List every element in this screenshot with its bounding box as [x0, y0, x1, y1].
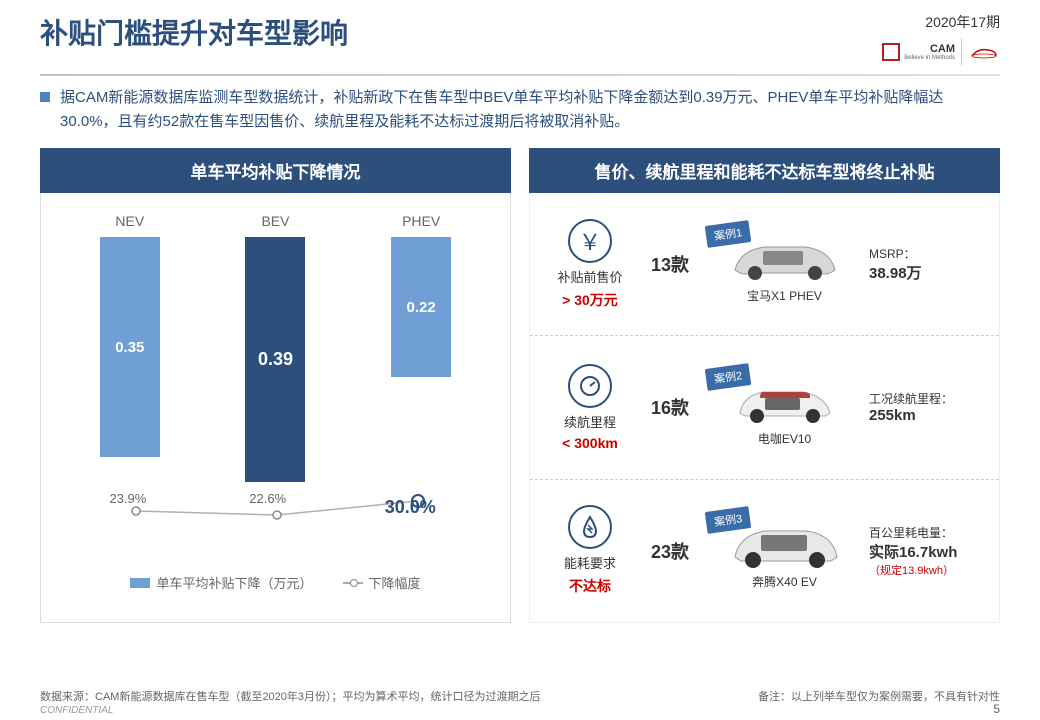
line-pct-nev: 23.9% [109, 491, 146, 506]
spec-label: 工况续航里程： [869, 390, 989, 407]
case-row-energy: 能耗要求 不达标 23款 案例3 奔腾X40 EV 百公里耗电量： 实际16.7… [530, 480, 999, 622]
period-label: 2020年17期 [882, 12, 1000, 32]
icon-label: 续航里程 [564, 412, 616, 431]
footer-note: 备注：以上列举车型仅为案例需要，不具有针对性 [758, 688, 1000, 704]
chart-legend: 单车平均补贴下降（万元） 下降幅度 [57, 573, 494, 592]
bullet-icon [40, 92, 50, 102]
description-text: 据CAM新能源数据库监测车型数据统计，补贴新政下在售车型中BEV单车平均补贴下降… [60, 86, 1000, 134]
line-pct-bev: 22.6% [249, 491, 286, 506]
cam-logo: CAM Believe in Methods [882, 43, 955, 61]
header: 补贴门槛提升对车型影响 2020年17期 CAM Believe in Meth… [0, 0, 1040, 74]
threshold: 不达标 [569, 576, 611, 596]
icon-col: 续航里程 < 300km [540, 364, 640, 451]
car-col: 案例3 奔腾X40 EV [700, 511, 869, 590]
car-name: 电咖EV10 [758, 430, 811, 447]
bar-label: BEV [261, 213, 289, 229]
title-underline [40, 74, 1000, 76]
bar-bev: 0.39 [245, 237, 305, 482]
car-name: 宝马X1 PHEV [747, 287, 822, 304]
cam-logo-icon [882, 43, 900, 61]
bars-row: NEV 0.35 BEV 0.39 PHEV 0.22 23.9% [57, 213, 494, 533]
icon-col: 能耗要求 不达标 [540, 505, 640, 596]
footer-source: 数据来源：CAM新能源数据库在售车型（截至2020年3月份）；平均为算术平均，统… [40, 688, 541, 704]
icon-label: 能耗要求 [564, 553, 616, 572]
bar-group-nev: NEV 0.35 [58, 213, 202, 457]
car-col: 案例1 宝马X1 PHEV [700, 225, 869, 304]
right-panel-title: 售价、续航里程和能耗不达标车型将终止补贴 [529, 148, 1000, 193]
line-pct-phev: 30.0% [385, 497, 436, 518]
car-name: 奔腾X40 EV [752, 573, 817, 590]
bar-value: 0.35 [115, 339, 144, 356]
bar-nev: 0.35 [100, 237, 160, 457]
rows-area: ￥ 补贴前售价 > 30万元 13款 案例1 宝马X1 PHEV MSRP： 3… [529, 193, 1000, 623]
spec-value: 255km [869, 407, 989, 424]
legend-line-label: 下降幅度 [369, 573, 421, 592]
count: 13款 [640, 251, 700, 277]
logo-row: CAM Believe in Methods [882, 38, 1000, 66]
icon-col: ￥ 补贴前售价 > 30万元 [540, 219, 640, 310]
bar-value: 0.22 [407, 299, 436, 316]
count: 23款 [640, 538, 700, 564]
left-panel-title: 单车平均补贴下降情况 [40, 148, 511, 193]
spec-col: MSRP： 38.98万 [869, 245, 989, 283]
content: 单车平均补贴下降情况 NEV 0.35 BEV 0.39 PHEV 0.22 [40, 148, 1000, 623]
spec-value: 实际16.7kwh [869, 541, 989, 562]
legend-bar: 单车平均补贴下降（万元） [130, 573, 312, 592]
icon-label: 补贴前售价 [557, 267, 622, 286]
spec-col: 百公里耗电量： 实际16.7kwh （规定13.9kwh） [869, 524, 989, 578]
partner-logo-icon [968, 42, 1000, 62]
description-row: 据CAM新能源数据库监测车型数据统计，补贴新政下在售车型中BEV单车平均补贴下降… [40, 86, 1000, 134]
page-title: 补贴门槛提升对车型影响 [40, 12, 348, 52]
gauge-icon [568, 364, 612, 408]
bar-value: 0.39 [258, 349, 293, 370]
page-number: 5 [993, 702, 1000, 716]
case-row-price: ￥ 补贴前售价 > 30万元 13款 案例1 宝马X1 PHEV MSRP： 3… [530, 193, 999, 336]
right-panel: 售价、续航里程和能耗不达标车型将终止补贴 ￥ 补贴前售价 > 30万元 13款 … [529, 148, 1000, 623]
legend-line: 下降幅度 [343, 573, 421, 592]
bar-group-phev: PHEV 0.22 [349, 213, 493, 377]
legend-bar-label: 单车平均补贴下降（万元） [156, 573, 312, 592]
bar-phev: 0.22 [391, 237, 451, 377]
threshold: > 30万元 [562, 290, 618, 310]
bar-group-bev: BEV 0.39 [203, 213, 347, 482]
car-col: 案例2 电咖EV10 [700, 368, 869, 447]
logo-divider [961, 38, 962, 66]
header-right: 2020年17期 CAM Believe in Methods [882, 12, 1000, 66]
chart-area: NEV 0.35 BEV 0.39 PHEV 0.22 23.9% [40, 193, 511, 623]
spec-label: MSRP： [869, 245, 989, 262]
bar-label: NEV [115, 213, 144, 229]
spec-col: 工况续航里程： 255km [869, 390, 989, 424]
cam-logo-text: CAM [904, 43, 955, 55]
threshold: < 300km [562, 435, 618, 451]
bar-label: PHEV [402, 213, 440, 229]
cam-logo-tagline: Believe in Methods [904, 55, 955, 61]
legend-bar-swatch [130, 578, 150, 588]
case-row-range: 续航里程 < 300km 16款 案例2 电咖EV10 工况续航里程： 255k… [530, 336, 999, 479]
spec-value: 38.98万 [869, 262, 989, 283]
spec-label: 百公里耗电量： [869, 524, 989, 541]
spec-reg: （规定13.9kwh） [869, 562, 989, 578]
footer: 数据来源：CAM新能源数据库在售车型（截至2020年3月份）；平均为算术平均，统… [40, 688, 1000, 704]
count: 16款 [640, 394, 700, 420]
confidential-label: CONFIDENTIAL [40, 705, 113, 716]
legend-line-swatch [343, 582, 363, 584]
yen-icon: ￥ [568, 219, 612, 263]
drop-icon [568, 505, 612, 549]
left-panel: 单车平均补贴下降情况 NEV 0.35 BEV 0.39 PHEV 0.22 [40, 148, 511, 623]
